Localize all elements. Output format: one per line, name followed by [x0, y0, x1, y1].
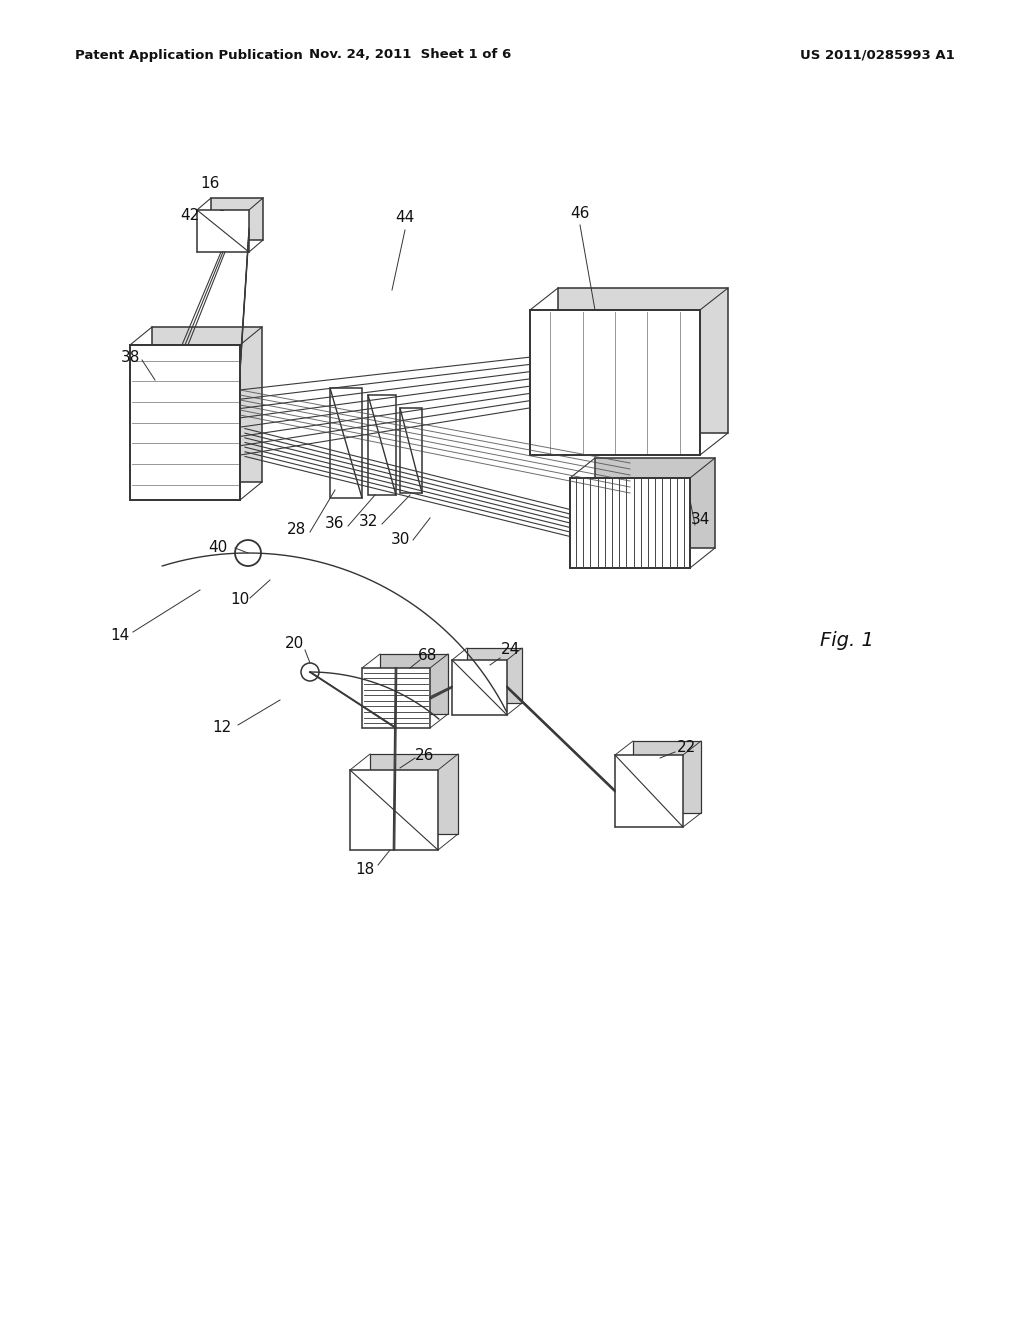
Text: 34: 34	[690, 512, 710, 528]
Text: 28: 28	[288, 523, 306, 537]
Polygon shape	[530, 310, 700, 455]
Polygon shape	[152, 327, 262, 482]
Text: 10: 10	[230, 593, 250, 607]
Text: 38: 38	[120, 350, 139, 364]
Polygon shape	[330, 388, 362, 498]
Polygon shape	[452, 660, 507, 715]
Polygon shape	[362, 668, 430, 729]
Polygon shape	[211, 198, 263, 240]
Polygon shape	[595, 458, 715, 548]
Text: 30: 30	[390, 532, 410, 548]
Text: 24: 24	[501, 643, 519, 657]
Text: 36: 36	[326, 516, 345, 532]
Text: 26: 26	[416, 747, 434, 763]
Polygon shape	[400, 408, 422, 492]
Text: 44: 44	[395, 210, 415, 226]
Polygon shape	[380, 653, 449, 714]
Polygon shape	[130, 345, 240, 500]
Polygon shape	[633, 741, 701, 813]
Text: 14: 14	[111, 627, 130, 643]
Polygon shape	[368, 395, 396, 495]
Polygon shape	[197, 210, 249, 252]
Text: 12: 12	[212, 721, 231, 735]
Polygon shape	[558, 288, 728, 433]
Text: US 2011/0285993 A1: US 2011/0285993 A1	[800, 49, 954, 62]
Polygon shape	[615, 755, 683, 828]
Polygon shape	[370, 754, 458, 834]
Text: 20: 20	[286, 635, 304, 651]
Polygon shape	[467, 648, 522, 704]
Polygon shape	[350, 770, 438, 850]
Text: 68: 68	[419, 648, 437, 663]
Text: 16: 16	[201, 176, 220, 190]
Text: 22: 22	[677, 741, 695, 755]
Text: 46: 46	[570, 206, 590, 220]
Text: Patent Application Publication: Patent Application Publication	[75, 49, 303, 62]
Polygon shape	[570, 478, 690, 568]
Text: Fig. 1: Fig. 1	[820, 631, 873, 649]
Text: 40: 40	[208, 540, 227, 554]
Text: 32: 32	[358, 515, 378, 529]
Text: 18: 18	[355, 862, 375, 878]
Text: 42: 42	[180, 207, 200, 223]
Text: Nov. 24, 2011  Sheet 1 of 6: Nov. 24, 2011 Sheet 1 of 6	[309, 49, 511, 62]
